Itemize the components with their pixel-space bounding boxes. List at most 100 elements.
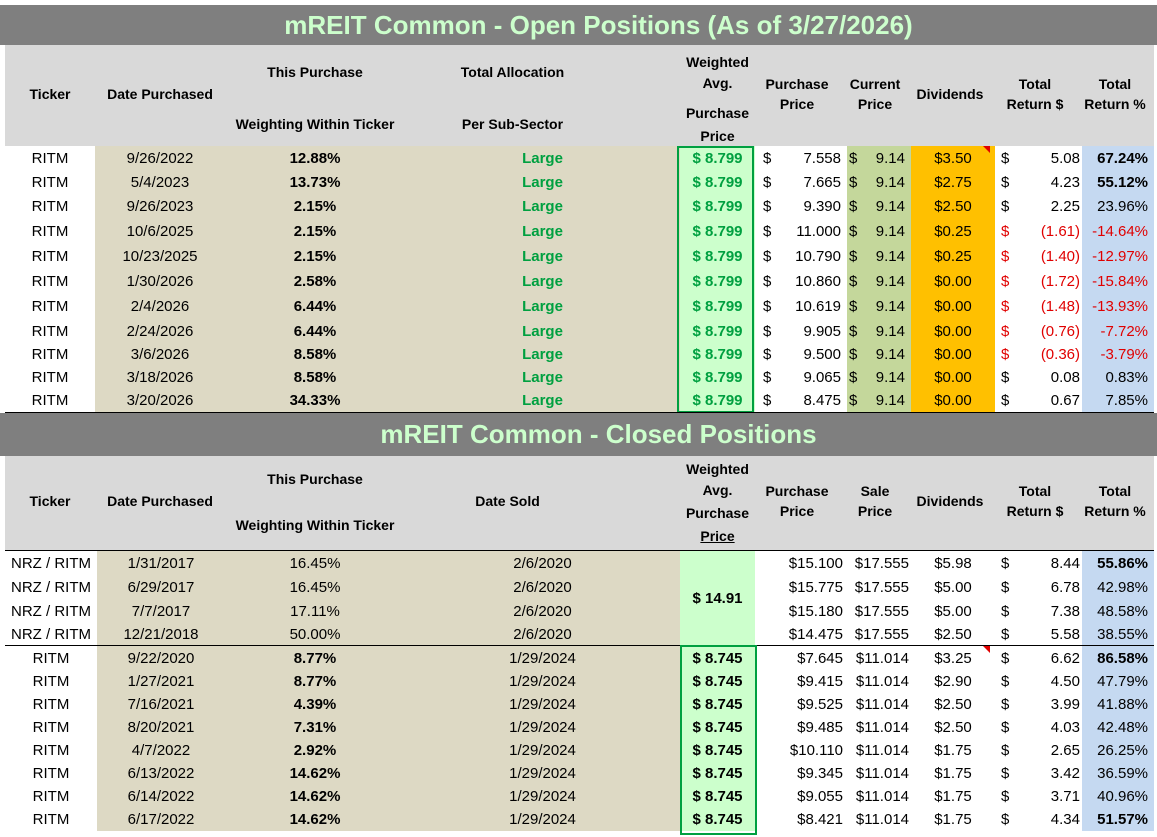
total-return-dollar-cell: $2.25: [995, 194, 1082, 219]
weighting-cell: 16.45%: [225, 551, 405, 575]
purchase-price-value: 10.790: [795, 248, 841, 265]
dividend-note-marker: [983, 646, 990, 653]
header-avg: Avg.: [702, 75, 733, 91]
currency-symbol: $: [1001, 298, 1010, 315]
allocation-cell: Large: [405, 146, 680, 170]
weighted-avg-cell: $ 8.745: [680, 716, 755, 739]
header-weighting: Weighting Within Ticker: [235, 517, 395, 533]
dividend-note-marker: [983, 146, 990, 153]
weighting-cell: 17.11%: [225, 599, 405, 623]
dividends-cell: $0.00: [911, 294, 995, 319]
allocation-cell: Large: [405, 194, 680, 219]
header-total-return-p-1: Total: [1098, 76, 1132, 92]
date-purchased-cell: 3/20/2026: [95, 389, 225, 412]
sale-price-cell: $11.014: [847, 808, 911, 831]
purchase-price-cell: $7.645: [755, 646, 847, 670]
total-return-dollar-value: 0.67: [1050, 392, 1080, 409]
current-price-value: 9.14: [875, 392, 905, 409]
currency-symbol: $: [1001, 173, 1010, 191]
total-return-dollar-value: 5.08: [1050, 149, 1080, 167]
current-price-value: 9.14: [875, 149, 905, 167]
weighting-cell: 12.88%: [225, 146, 405, 170]
header-total-return-d-2: Return $: [1006, 503, 1064, 519]
date-purchased-cell: 6/14/2022: [97, 785, 225, 808]
currency-symbol: $: [763, 173, 772, 191]
current-price-cell: $9.14: [847, 219, 911, 244]
total-return-pct-cell: -12.97%: [1082, 244, 1154, 269]
date-sold-cell: 1/29/2024: [405, 716, 680, 739]
weighted-avg-cell: $ 8.799: [680, 389, 755, 412]
currency-symbol: $: [1001, 248, 1010, 265]
purchase-price-cell: $14.475: [755, 623, 847, 646]
total-return-pct-cell: 47.79%: [1082, 670, 1154, 693]
open-positions-table: RITM 9/26/2022 12.88% Large $ 8.799 $7.558 $9.…: [5, 146, 1154, 412]
weighting-cell: 13.73%: [225, 170, 405, 194]
header-purchase: Purchase: [685, 505, 750, 521]
date-purchased-cell: 7/16/2021: [97, 693, 225, 716]
header-purchase-price-1: Purchase: [765, 483, 829, 499]
allocation-cell: Large: [405, 389, 680, 412]
total-return-dollar-value: 3.99: [1050, 696, 1080, 713]
weighting-cell: 2.58%: [225, 269, 405, 294]
weighting-cell: 2.15%: [225, 194, 405, 219]
weighting-cell: 8.77%: [225, 646, 405, 670]
total-return-dollar-value: (1.61): [1040, 223, 1080, 240]
purchase-price-cell: $9.485: [755, 716, 847, 739]
currency-symbol: $: [1001, 369, 1010, 386]
sale-price-cell: $11.014: [847, 716, 911, 739]
date-sold-cell: 2/6/2020: [405, 623, 680, 646]
total-return-dollar-cell: $5.58: [995, 623, 1082, 646]
total-return-dollar-value: (1.72): [1040, 273, 1080, 290]
total-return-dollar-cell: $2.65: [995, 739, 1082, 762]
currency-symbol: $: [1001, 578, 1010, 596]
total-return-dollar-value: (0.76): [1040, 322, 1080, 340]
header-dividends: Dividends: [916, 86, 984, 102]
currency-symbol: $: [1001, 626, 1010, 643]
allocation-cell: Large: [405, 269, 680, 294]
date-purchased-cell: 10/6/2025: [95, 219, 225, 244]
date-sold-cell: 2/6/2020: [405, 575, 680, 599]
total-return-dollar-value: 2.65: [1050, 742, 1080, 759]
total-return-pct-cell: 40.96%: [1082, 785, 1154, 808]
closed-positions-table: NRZ / RITM 1/31/2017 16.45% 2/6/2020 $15.100…: [5, 550, 1154, 837]
date-sold-cell: 1/29/2024: [405, 739, 680, 762]
total-return-dollar-cell: $6.62: [995, 646, 1082, 670]
dividends-cell: $2.50: [911, 194, 995, 219]
ticker-cell: NRZ / RITM: [5, 599, 97, 623]
weighting-cell: 2.15%: [225, 219, 405, 244]
total-return-dollar-cell: $ (1.72): [995, 269, 1082, 294]
date-purchased-cell: 2/4/2026: [95, 294, 225, 319]
weighting-cell: 6.44%: [225, 319, 405, 343]
open-header: Ticker Date Purchased This Purchase Weig…: [5, 45, 1154, 146]
table-row: RITM 6/14/2022 14.62% 1/29/2024 $ 8.745 $9.05…: [5, 785, 1154, 808]
dividends-cell: $1.75: [911, 808, 995, 831]
total-return-pct-cell: 67.24%: [1082, 146, 1154, 170]
total-return-dollar-value: 5.58: [1050, 626, 1080, 643]
closed-header: Ticker Date Purchased This Purchase Weig…: [5, 456, 1154, 550]
weighting-cell: 14.62%: [225, 762, 405, 785]
total-return-dollar-cell: $3.42: [995, 762, 1082, 785]
header-current-price-1: Current: [849, 76, 901, 92]
table-row: NRZ / RITM 12/21/2018 50.00% 2/6/2020 $14.47…: [5, 623, 1154, 646]
allocation-cell: Large: [405, 343, 680, 366]
total-return-pct-cell: -15.84%: [1082, 269, 1154, 294]
purchase-price-value: 10.860: [795, 273, 841, 290]
ticker-cell: RITM: [5, 343, 95, 366]
weighted-avg-cell: $ 8.745: [680, 808, 755, 831]
dividends-cell: $0.00: [911, 319, 995, 343]
ticker-cell: NRZ / RITM: [5, 575, 97, 599]
currency-symbol: $: [763, 322, 772, 340]
currency-symbol: $: [849, 198, 858, 215]
currency-symbol: $: [1001, 322, 1010, 340]
header-date-sold: Date Sold: [475, 493, 540, 509]
dividends-cell: $5.00: [911, 599, 995, 623]
allocation-cell: Large: [405, 366, 680, 389]
dividends-cell: $2.90: [911, 670, 995, 693]
weighting-cell: 14.62%: [225, 785, 405, 808]
current-price-cell: $9.14: [847, 343, 911, 366]
current-price-value: 9.14: [875, 223, 905, 240]
weighted-avg-cell: $ 8.799: [680, 194, 755, 219]
dividends-cell: $0.25: [911, 219, 995, 244]
currency-symbol: $: [1001, 765, 1010, 782]
purchase-price-value: 11.000: [796, 223, 841, 240]
